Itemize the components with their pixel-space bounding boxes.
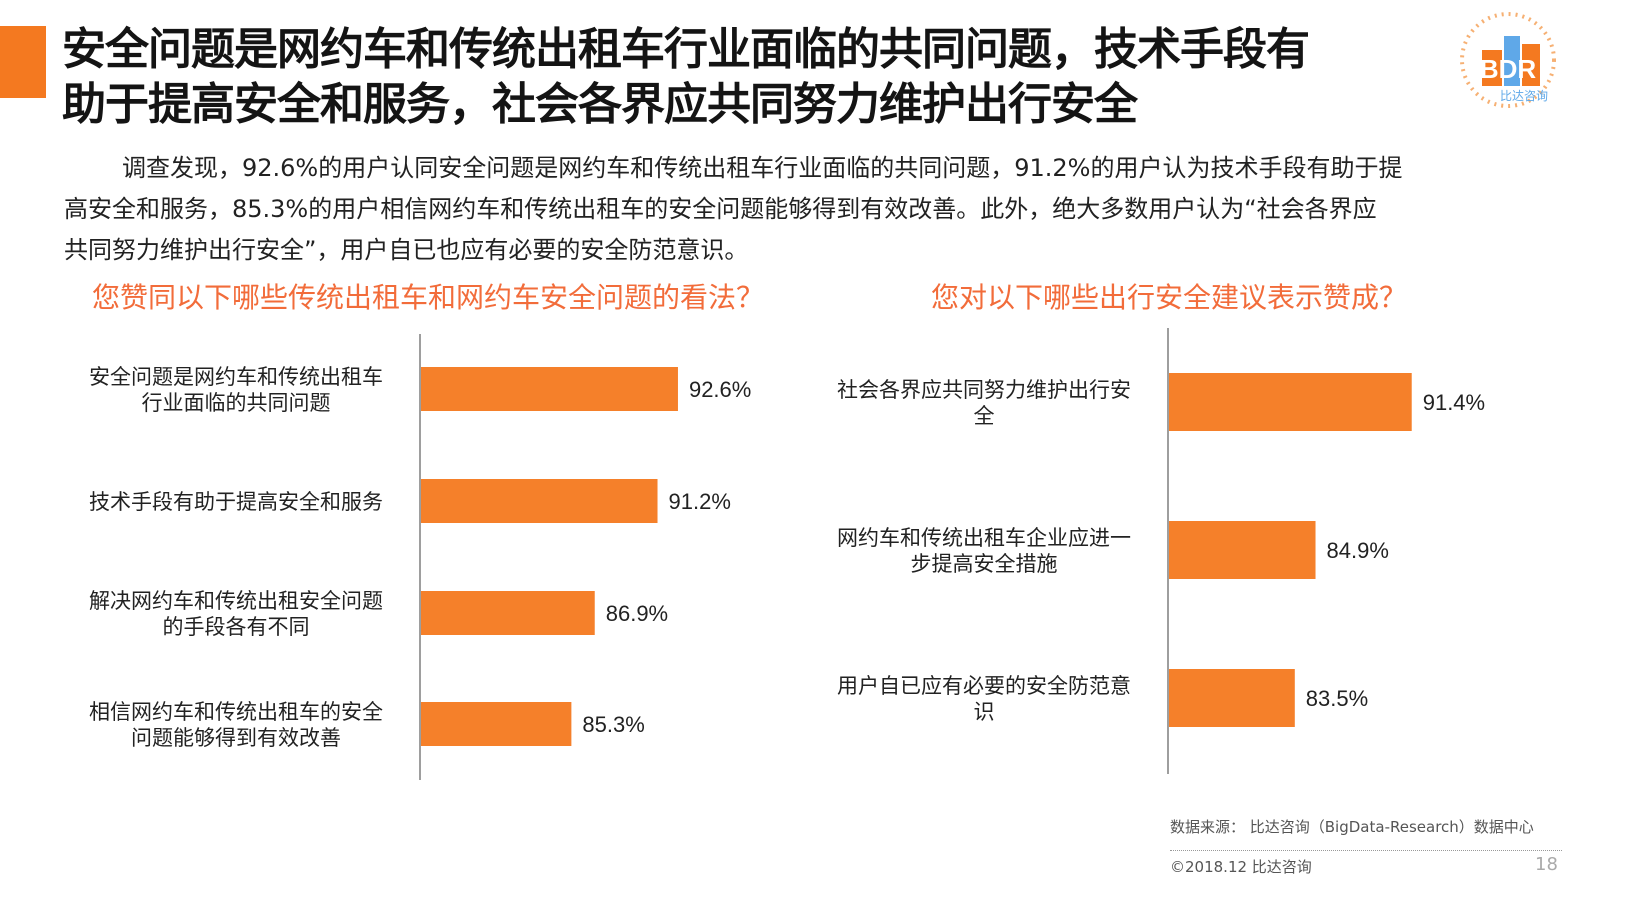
chart-1-title: 您赞同以下哪些传统出租车和网约车安全问题的看法？	[92, 281, 765, 314]
chart-2-title: 您对以下哪些出行安全建议表示赞成？	[931, 281, 1408, 314]
chart-2-bar	[1169, 669, 1295, 727]
logo-text: BDR	[1480, 54, 1537, 84]
chart-1-bar	[421, 479, 658, 523]
chart-1-bar	[421, 367, 678, 411]
chart-1-category-label: 行业面临的共同问题	[142, 391, 331, 415]
title-accent-bar	[0, 26, 46, 98]
chart-1-value-label: 86.9%	[606, 601, 668, 626]
chart-2-category-label: 全	[974, 404, 995, 428]
chart-2-category-label: 用户自已应有必要的安全防范意	[837, 674, 1131, 698]
chart-1-value-label: 91.2%	[669, 489, 731, 514]
chart-2-bar	[1169, 521, 1316, 579]
chart-1-bar	[421, 591, 595, 635]
chart-2-category-label: 识	[974, 700, 995, 724]
chart-1-category-label: 的手段各有不同	[163, 615, 310, 639]
chart-2-category-label: 步提高安全措施	[911, 552, 1058, 576]
copyright: ©2018.12 比达咨询	[1170, 858, 1312, 876]
chart-1-category-label: 相信网约车和传统出租车的安全	[89, 700, 383, 724]
chart-2-category-label: 网约车和传统出租车企业应进一	[837, 526, 1131, 550]
bdr-logo: BDR 比达咨询	[1460, 12, 1556, 108]
chart-1-value-label: 85.3%	[582, 712, 644, 737]
intro-paragraph: 调查发现，92.6%的用户认同安全问题是网约车和传统出租车行业面临的共同问题，9…	[64, 148, 1524, 271]
chart-2: 91.4% 社会各界应共同努力维护出行安全 84.9% 网约车和传统出租车企业应进一步…	[837, 328, 1485, 774]
chart-1: 92.6% 安全问题是网约车和传统出租车行业面临的共同问题 91.2% 技术手段有助于…	[89, 334, 751, 780]
chart-2-value-label: 84.9%	[1327, 538, 1389, 563]
page-title-line: 助于提高安全和服务，社会各界应共同努力维护出行安全	[62, 79, 1138, 130]
footer-divider	[1170, 850, 1562, 851]
chart-1-category-label: 解决网约车和传统出租安全问题	[89, 589, 383, 613]
intro-line: 调查发现，92.6%的用户认同安全问题是网约车和传统出租车行业面临的共同问题，9…	[122, 154, 1403, 182]
chart-2-bar	[1169, 373, 1412, 431]
data-source: 数据来源： 比达咨询（BigData-Research）数据中心	[1170, 818, 1534, 836]
chart-2-value-label: 83.5%	[1306, 686, 1368, 711]
page-title-line: 安全问题是网约车和传统出租车行业面临的共同问题，技术手段有	[62, 24, 1310, 75]
chart-2-value-label: 91.4%	[1423, 390, 1485, 415]
chart-1-value-label: 92.6%	[689, 377, 751, 402]
chart-1-bar	[421, 702, 572, 746]
page-number: 18	[1535, 854, 1558, 875]
intro-line: 高安全和服务，85.3%的用户相信网约车和传统出租车的安全问题能够得到有效改善。…	[64, 195, 1377, 223]
intro-line: 共同努力维护出行安全”，用户自已也应有必要的安全防范意识。	[64, 236, 749, 264]
chart-1-category-label: 安全问题是网约车和传统出租车	[89, 365, 383, 389]
chart-1-category-label: 技术手段有助于提高安全和服务	[89, 490, 383, 514]
logo-subtext: 比达咨询	[1500, 88, 1548, 103]
chart-1-category-label: 问题能够得到有效改善	[131, 726, 341, 750]
page-title: 安全问题是网约车和传统出租车行业面临的共同问题，技术手段有 助于提高安全和服务，…	[62, 22, 1442, 132]
chart-2-category-label: 社会各界应共同努力维护出行安	[837, 378, 1131, 402]
logo-dot-ring	[1460, 12, 1556, 108]
